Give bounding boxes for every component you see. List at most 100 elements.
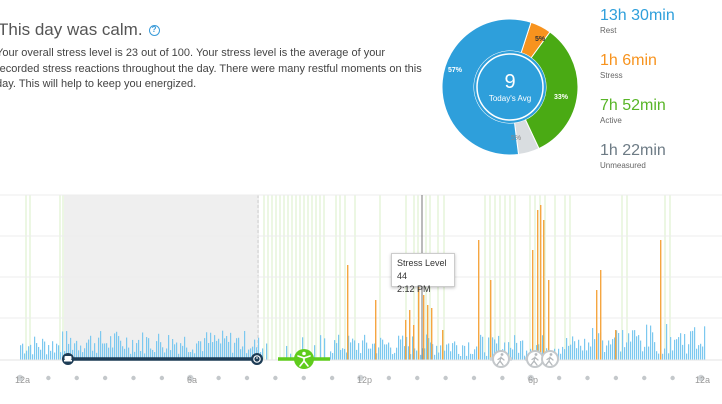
stress-bar <box>468 342 470 360</box>
stress-spike-bar <box>347 265 349 360</box>
stress-bar <box>208 342 210 360</box>
stress-bar <box>58 345 60 360</box>
stress-bar <box>590 346 592 360</box>
legend-active-label: Active <box>600 116 622 125</box>
stress-bar <box>394 352 396 360</box>
alarm-clock-icon[interactable] <box>251 353 263 365</box>
stress-bar <box>70 337 72 360</box>
stress-bar <box>36 343 38 360</box>
stress-bar <box>622 330 624 360</box>
stress-bar <box>476 346 478 360</box>
stress-bar <box>86 342 88 360</box>
stress-bar <box>48 345 50 360</box>
donut-svg <box>441 18 579 156</box>
stress-bar <box>646 324 648 360</box>
hour-dot <box>556 375 562 381</box>
stress-bar <box>166 348 168 360</box>
stress-bar <box>234 342 236 360</box>
stress-spike-bar <box>405 320 407 360</box>
stress-bar <box>42 338 44 360</box>
stress-bar <box>648 346 650 360</box>
stress-bar <box>568 345 570 360</box>
stress-bar <box>432 344 434 360</box>
hour-dot <box>500 375 505 381</box>
stress-timeline-chart[interactable] <box>0 190 722 404</box>
stress-bar <box>562 346 564 360</box>
stress-bar <box>392 354 394 360</box>
stress-bar <box>194 353 196 360</box>
stress-bar <box>404 346 406 360</box>
stress-spike-bar <box>478 240 480 360</box>
stress-bar <box>44 341 46 360</box>
stress-bar <box>196 343 198 360</box>
donut-center-label: Today's Avg <box>488 94 532 103</box>
stress-bar <box>390 347 392 360</box>
slice-label-active: 33% <box>554 94 569 101</box>
stress-bar <box>46 354 48 360</box>
stress-bar <box>332 353 334 360</box>
stress-bar <box>352 338 354 360</box>
stress-bar <box>22 343 24 360</box>
stress-bar <box>416 350 418 360</box>
stress-bar <box>488 337 490 360</box>
stress-bar <box>398 335 400 360</box>
stress-bar <box>460 355 462 360</box>
stress-bar <box>84 348 86 360</box>
stress-bar <box>248 349 250 360</box>
stress-bar <box>630 341 632 360</box>
walking-icon-2[interactable] <box>526 350 544 368</box>
stress-bar <box>440 345 442 360</box>
walking-icon-1[interactable] <box>492 350 510 368</box>
slice-label-stress: 5% <box>535 36 546 43</box>
stress-bar <box>666 324 668 360</box>
help-icon[interactable]: ? <box>148 25 160 37</box>
legend-stress-value: 1h 6min <box>600 52 657 69</box>
stress-bar <box>592 328 594 360</box>
stress-spike-bar <box>413 325 415 360</box>
stress-bar <box>88 339 90 360</box>
stress-bar <box>74 343 76 360</box>
stress-bar <box>110 336 112 360</box>
stress-spike-bar <box>375 300 377 360</box>
hour-dot <box>102 375 108 381</box>
stress-bar <box>330 351 332 360</box>
sleep-start-icon[interactable] <box>62 353 74 365</box>
stress-bar <box>340 349 342 360</box>
stress-bar <box>246 353 248 360</box>
legend-rest-label: Rest <box>600 26 617 35</box>
hour-dot <box>159 375 165 381</box>
stress-bar <box>428 338 430 360</box>
stress-bar <box>366 342 368 360</box>
workout-icon[interactable] <box>294 349 314 369</box>
stress-bar <box>658 353 660 360</box>
stress-bar <box>218 338 220 360</box>
stress-bar <box>574 341 576 360</box>
summary-panel: This day was calm.? Your overall stress … <box>0 0 430 110</box>
stress-bar <box>584 338 586 360</box>
stress-bar <box>610 344 612 360</box>
stress-bar <box>230 332 232 360</box>
stress-bar <box>582 350 584 360</box>
stress-bar <box>40 349 42 360</box>
walking-icon-3[interactable] <box>541 350 559 368</box>
hour-dot <box>670 375 675 381</box>
stress-bar <box>94 343 96 360</box>
stress-bar <box>606 345 608 360</box>
stress-bar <box>566 338 568 360</box>
stress-bar <box>54 352 56 360</box>
stress-bar <box>258 337 260 360</box>
stress-bar <box>200 341 202 360</box>
stress-bar <box>224 338 226 360</box>
stress-bar <box>444 350 446 360</box>
donut-slice-active[interactable] <box>524 31 579 150</box>
legend-unmeasured-label: Unmeasured <box>600 161 646 170</box>
stress-bar <box>454 341 456 360</box>
stress-bar <box>56 343 58 360</box>
hour-dot <box>443 375 448 381</box>
stress-donut-chart: 9 Today's Avg 57% 5% 33% 5% <box>440 17 580 157</box>
stress-bar <box>448 343 450 360</box>
axis-label-12a-start: 12a <box>15 375 31 385</box>
stress-bar <box>216 340 218 360</box>
stress-bar <box>184 336 186 360</box>
hour-dot <box>244 375 250 381</box>
